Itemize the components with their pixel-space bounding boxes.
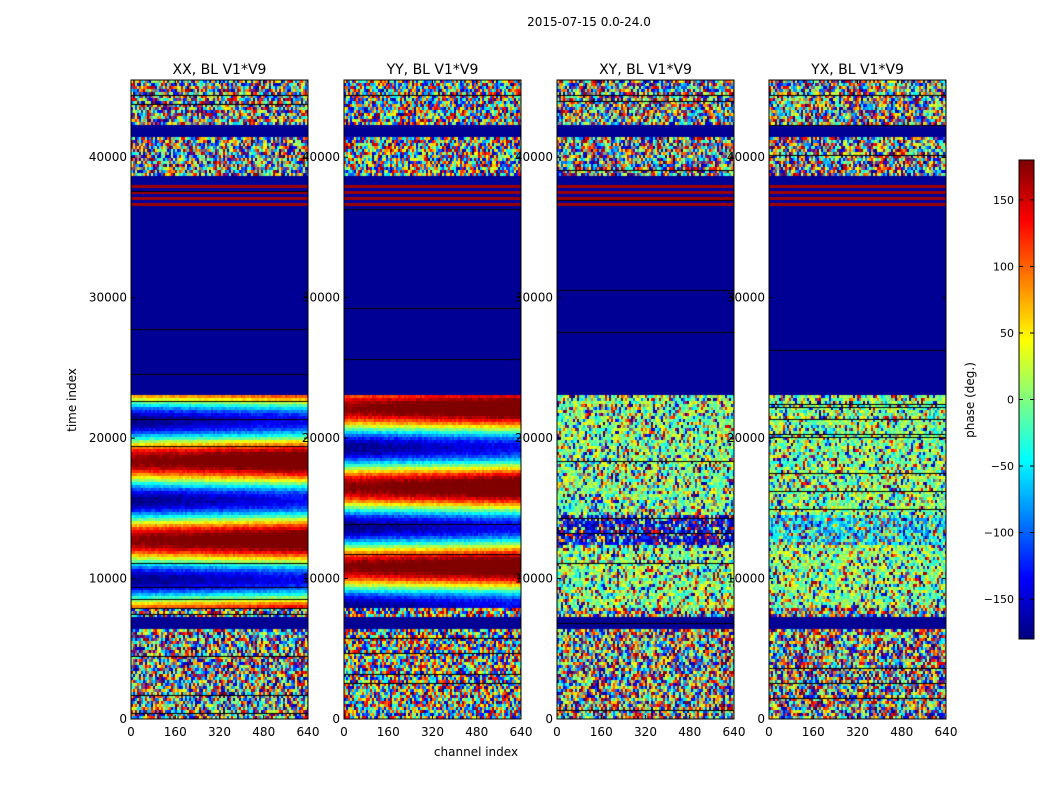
x-tick-label: 320: [846, 725, 869, 739]
colorbar-tick-label: 150: [993, 194, 1014, 207]
panel-title: YY, BL V1*V9: [386, 62, 479, 78]
x-tick-label: 640: [723, 725, 746, 739]
x-tick-label: 160: [164, 725, 187, 739]
y-axis-label: time index: [65, 368, 79, 432]
y-tick-label: 10000: [302, 572, 340, 586]
x-tick-label: 480: [465, 725, 488, 739]
x-axis-label: channel index: [434, 745, 518, 759]
colorbar-tick-label: −150: [984, 593, 1014, 606]
y-tick-label: 20000: [302, 431, 340, 445]
panel-xy: XY, BL V1*V9 0 160 320 480 640 0 10000 20000 3000…: [515, 62, 746, 739]
colorbar-tick-label: −50: [991, 460, 1014, 473]
x-tick-label: 640: [297, 725, 320, 739]
y-tick-label: 40000: [515, 150, 553, 164]
y-tick-label: 40000: [727, 150, 765, 164]
panels: XX, BL V1*V9 0 160 320 480 640 0 10000 20000 3000…: [89, 62, 958, 739]
colorbar: −150 −100 −50 0 50 100 150: [984, 159, 1035, 640]
panel-title: YX, BL V1*V9: [810, 62, 904, 78]
y-tick-label: 40000: [89, 150, 127, 164]
panel-title: XX, BL V1*V9: [173, 62, 267, 78]
x-tick-label: 320: [421, 725, 444, 739]
figure-title: 2015-07-15 0.0-24.0: [527, 15, 651, 29]
colorbar-gradient: [1019, 160, 1034, 639]
y-tick-label: 0: [119, 712, 127, 726]
heatmap-image: [344, 80, 521, 719]
x-tick-label: 0: [340, 725, 348, 739]
x-tick-label: 320: [208, 725, 231, 739]
panel-yy: YY, BL V1*V9 0 160 320 480 640 0 10000 20000 3000…: [302, 62, 533, 739]
heatmap-image: [769, 80, 946, 719]
x-tick-label: 480: [890, 725, 913, 739]
y-tick-label: 20000: [727, 431, 765, 445]
x-tick-label: 0: [765, 725, 773, 739]
y-tick-label: 10000: [89, 572, 127, 586]
y-tick-label: 40000: [302, 150, 340, 164]
panel-title: XY, BL V1*V9: [599, 62, 692, 78]
colorbar-tick-label: 0: [1007, 394, 1014, 407]
colorbar-tick-label: 50: [1000, 327, 1014, 340]
heatmap-image: [131, 80, 308, 719]
y-tick-label: 10000: [727, 572, 765, 586]
x-tick-label: 160: [802, 725, 825, 739]
x-tick-label: 160: [590, 725, 613, 739]
y-tick-label: 0: [332, 712, 340, 726]
panel-yx: YX, BL V1*V9 0 160 320 480 640 0 10000 20000 3000…: [727, 62, 958, 739]
colorbar-tick-label: −100: [984, 527, 1014, 540]
x-tick-label: 640: [935, 725, 958, 739]
y-tick-label: 0: [545, 712, 553, 726]
y-tick-label: 20000: [89, 431, 127, 445]
x-tick-label: 480: [678, 725, 701, 739]
x-tick-label: 0: [127, 725, 135, 739]
x-tick-label: 320: [634, 725, 657, 739]
colorbar-tick-label: 100: [993, 260, 1014, 273]
x-tick-label: 480: [252, 725, 275, 739]
x-tick-label: 640: [510, 725, 533, 739]
y-tick-label: 0: [757, 712, 765, 726]
y-tick-label: 30000: [727, 291, 765, 305]
panel-xx: XX, BL V1*V9 0 160 320 480 640 0 10000 20000 3000…: [89, 62, 320, 739]
x-tick-label: 0: [553, 725, 561, 739]
heatmap-image: [557, 80, 734, 719]
colorbar-label: phase (deg.): [963, 362, 977, 438]
y-tick-label: 20000: [515, 431, 553, 445]
y-tick-label: 30000: [515, 291, 553, 305]
y-tick-label: 30000: [89, 291, 127, 305]
x-tick-label: 160: [377, 725, 400, 739]
y-tick-label: 10000: [515, 572, 553, 586]
y-tick-label: 30000: [302, 291, 340, 305]
